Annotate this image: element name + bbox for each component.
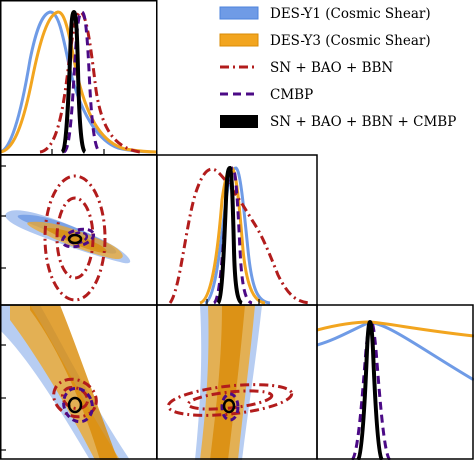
marginal-1-cmbp	[62, 10, 101, 154]
panel-2d-p1-p3	[0, 305, 130, 460]
marginal-2-combined	[216, 165, 244, 305]
contour-sn-p1-p3-outer	[52, 377, 98, 419]
marginal-3-cmbp	[350, 320, 392, 460]
marginal-3-des-y3	[317, 320, 474, 338]
panel-2d-p2-p3	[166, 305, 294, 460]
tick-marks	[0, 149, 260, 451]
legend-label-sn-bao-bbn: SN + BAO + BBN	[270, 60, 393, 76]
legend-swatch-des-y1	[219, 6, 259, 20]
legend-label-cmbp: CMBP	[270, 87, 313, 103]
legend-item-des-y3: DES-Y3 (Cosmic Shear)	[219, 33, 431, 49]
marginal-1-combined	[60, 9, 87, 154]
contour-cmbp-p1-p2	[60, 227, 96, 249]
contour-combined-p1-p3	[67, 396, 83, 414]
legend-label-des-y3: DES-Y3 (Cosmic Shear)	[270, 33, 431, 49]
contour-cmbp-p1-p3	[62, 386, 94, 424]
marginal-1-des-y3	[0, 10, 157, 154]
contour-sn-p2-p3-outer	[166, 383, 294, 417]
legend-item-sn-bao-bbn: SN + BAO + BBN	[220, 60, 393, 76]
panel-marginal-2	[168, 165, 311, 305]
frame-marginal-3	[316, 304, 474, 460]
marginal-3-des-y1	[317, 320, 474, 382]
contour-combined-p2-p3	[222, 398, 236, 414]
legend-label-des-y1: DES-Y1 (Cosmic Shear)	[270, 6, 431, 22]
contour-sn-p1-p2-outer	[43, 174, 107, 302]
panel-marginal-1	[0, 9, 157, 154]
contour-cmbp-p2-p3	[220, 392, 240, 422]
legend-item-des-y1: DES-Y1 (Cosmic Shear)	[219, 6, 431, 22]
marginal-2-des-y1	[204, 166, 271, 305]
contour-des-y3-p1-p3-inner	[30, 305, 118, 460]
panel-2d-p1-p2	[5, 174, 131, 302]
contour-sn-p2-p3-inner	[186, 389, 274, 411]
panel-marginal-3	[317, 319, 474, 460]
contour-sn-p1-p3-inner	[60, 385, 90, 411]
legend-swatch-combined	[220, 115, 258, 128]
legend-label-combined: SN + BAO + BBN + CMBP	[270, 114, 456, 130]
marginal-3-combined	[356, 319, 384, 460]
contour-des-y3-p2-p3-inner	[210, 305, 245, 460]
legend-item-combined: SN + BAO + BBN + CMBP	[220, 114, 456, 130]
legend-item-cmbp: CMBP	[220, 87, 313, 103]
contour-combined-p1-p2	[67, 233, 83, 245]
legend-swatch-des-y3	[219, 33, 259, 47]
legend: DES-Y1 (Cosmic Shear) DES-Y3 (Cosmic She…	[219, 6, 456, 130]
